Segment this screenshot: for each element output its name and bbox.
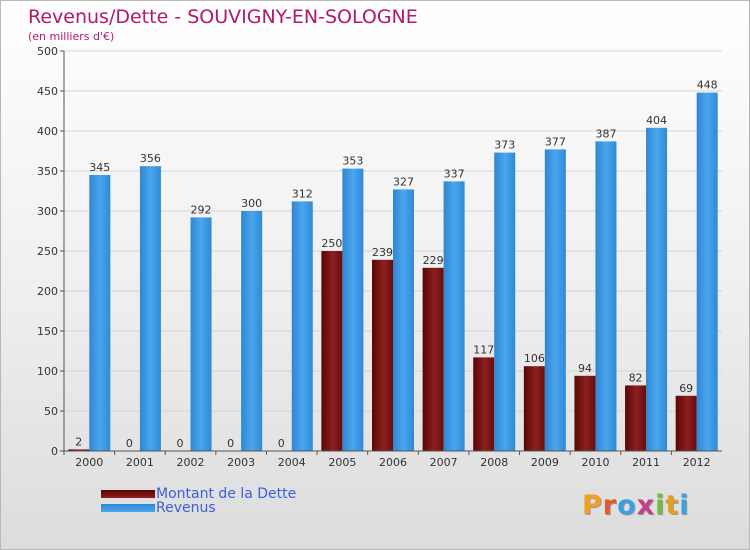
bar-revenus bbox=[443, 181, 465, 451]
y-tick-label: 450 bbox=[37, 85, 58, 98]
bar-revenus bbox=[241, 211, 263, 451]
bar-revenus bbox=[89, 175, 111, 451]
data-label-dette: 0 bbox=[126, 437, 133, 450]
x-tick-label: 2011 bbox=[632, 456, 660, 469]
data-label-revenus: 300 bbox=[241, 197, 262, 210]
x-tick-label: 2006 bbox=[379, 456, 407, 469]
data-label-revenus: 292 bbox=[191, 203, 212, 216]
x-tick-label: 2009 bbox=[531, 456, 559, 469]
bar-dette bbox=[372, 259, 393, 451]
bar-revenus bbox=[696, 92, 718, 451]
bar-revenus bbox=[190, 217, 212, 451]
bar-dette bbox=[574, 375, 596, 451]
bar-revenus bbox=[646, 127, 668, 452]
data-label-revenus: 387 bbox=[595, 127, 616, 140]
x-tick-label: 2012 bbox=[683, 456, 711, 469]
bar-revenus bbox=[342, 168, 364, 451]
logo-letter: r bbox=[602, 490, 618, 521]
x-tick-label: 2008 bbox=[480, 456, 508, 469]
bar-revenus bbox=[139, 166, 161, 451]
legend-swatch-debt bbox=[101, 490, 155, 498]
data-label-dette: 0 bbox=[227, 437, 234, 450]
data-label-revenus: 345 bbox=[89, 161, 110, 174]
x-tick-label: 2003 bbox=[227, 456, 255, 469]
x-tick-label: 2010 bbox=[581, 456, 609, 469]
bar-dette bbox=[422, 267, 444, 451]
bar-dette bbox=[625, 385, 647, 451]
data-label-revenus: 448 bbox=[697, 79, 718, 92]
labels-layer: 2 345 0 356 0 292 0 300 0 312 250 353 239 327 229 337 11… bbox=[75, 79, 717, 450]
x-tick-label: 2000 bbox=[75, 456, 103, 469]
data-label-dette: 94 bbox=[578, 362, 592, 375]
logo-letter: t bbox=[665, 490, 680, 521]
y-tick-label: 200 bbox=[37, 285, 58, 298]
data-label-dette: 69 bbox=[679, 382, 693, 395]
legend-swatch-revenus bbox=[101, 504, 155, 512]
logo-letter: i bbox=[679, 490, 690, 521]
data-label-revenus: 373 bbox=[494, 139, 515, 152]
data-label-revenus: 327 bbox=[393, 175, 414, 188]
y-tick-label: 100 bbox=[37, 365, 58, 378]
bar-revenus bbox=[544, 149, 566, 451]
x-tick-label: 2004 bbox=[278, 456, 306, 469]
logo-letter: o bbox=[617, 490, 637, 521]
data-label-dette: 82 bbox=[629, 371, 643, 384]
y-tick-label: 350 bbox=[37, 165, 58, 178]
data-label-dette: 239 bbox=[372, 246, 393, 259]
logo-letter: P bbox=[582, 490, 603, 521]
logo-letter: i bbox=[655, 490, 666, 521]
data-label-dette: 0 bbox=[278, 437, 285, 450]
y-tick-label: 50 bbox=[44, 405, 58, 418]
data-label-revenus: 312 bbox=[292, 187, 313, 200]
x-tick-label: 2001 bbox=[126, 456, 154, 469]
bar-revenus bbox=[291, 201, 313, 451]
x-tick-label: 2002 bbox=[177, 456, 205, 469]
bar-dette bbox=[321, 251, 343, 451]
data-label-dette: 106 bbox=[524, 352, 545, 365]
bar-dette bbox=[675, 395, 697, 451]
data-label-revenus: 356 bbox=[140, 152, 161, 165]
y-tick-label: 250 bbox=[37, 245, 58, 258]
chart-subtitle: (en milliers d'€) bbox=[28, 30, 115, 43]
y-tick-label: 0 bbox=[51, 445, 58, 458]
bar-revenus bbox=[393, 189, 414, 451]
y-tick-label: 300 bbox=[37, 205, 58, 218]
bar-revenus bbox=[595, 141, 617, 451]
data-label-dette: 117 bbox=[473, 343, 494, 356]
chart-title: Revenus/Dette - SOUVIGNY-EN-SOLOGNE bbox=[28, 6, 418, 28]
bar-revenus bbox=[494, 152, 516, 451]
bar-dette bbox=[523, 366, 545, 451]
data-label-revenus: 353 bbox=[342, 155, 363, 168]
y-tick-label: 400 bbox=[37, 125, 58, 138]
data-label-revenus: 404 bbox=[646, 114, 667, 127]
x-tick-label: 2007 bbox=[430, 456, 458, 469]
data-label-revenus: 337 bbox=[444, 167, 465, 180]
data-label-dette: 2 bbox=[75, 435, 82, 448]
bar-dette bbox=[68, 449, 90, 451]
proxiti-logo: Proxiti bbox=[582, 490, 690, 521]
y-tick-label: 500 bbox=[37, 45, 58, 58]
data-label-dette: 250 bbox=[321, 237, 342, 250]
bars-layer bbox=[68, 92, 718, 452]
data-label-revenus: 377 bbox=[545, 135, 566, 148]
y-tick-label: 150 bbox=[37, 325, 58, 338]
logo-letter: x bbox=[636, 490, 656, 521]
data-label-dette: 0 bbox=[177, 437, 184, 450]
x-tick-label: 2005 bbox=[328, 456, 356, 469]
bar-dette bbox=[473, 357, 495, 451]
legend-label-debt: Montant de la Dette bbox=[156, 486, 297, 502]
legend-label-revenus: Revenus bbox=[156, 500, 216, 516]
data-label-dette: 229 bbox=[423, 254, 444, 267]
